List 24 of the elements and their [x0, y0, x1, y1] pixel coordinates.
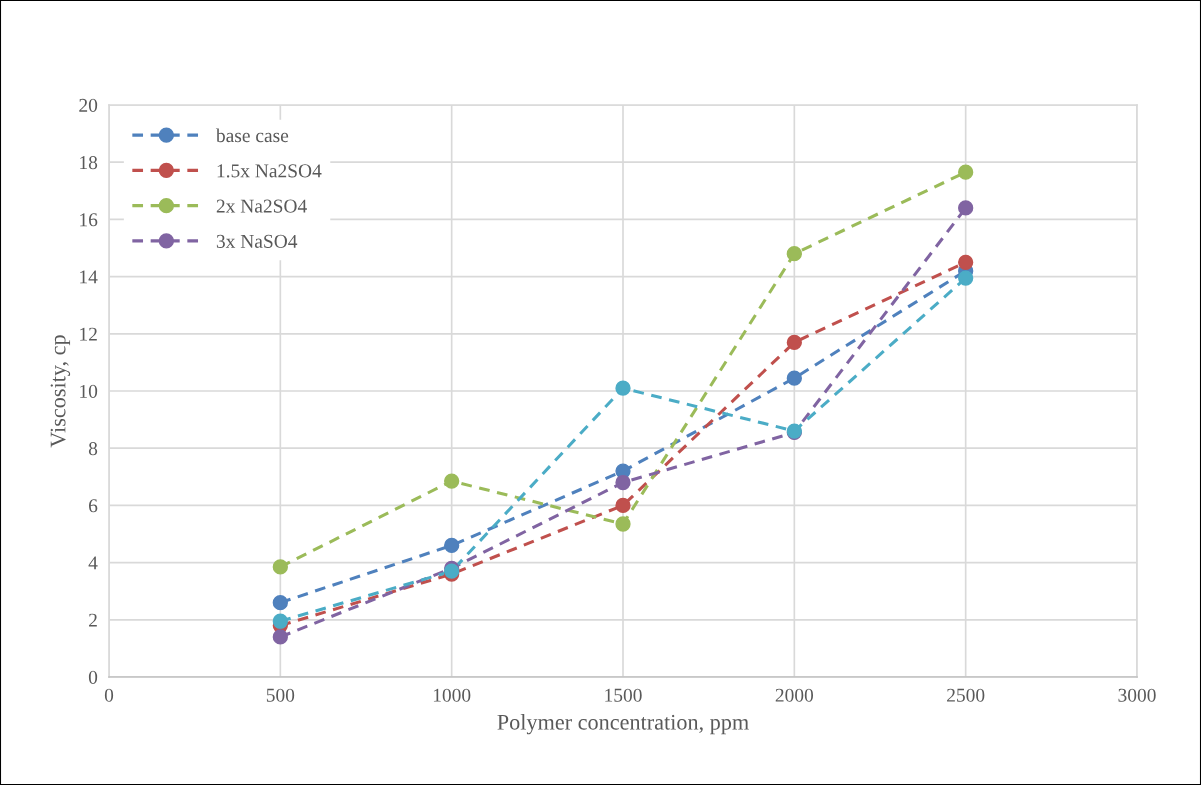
y-tick-label: 16	[80, 213, 98, 227]
legend-label: base case	[215, 128, 289, 143]
y-tick-label: 10	[80, 384, 98, 398]
y-tick-label: 12	[80, 327, 97, 341]
y-tick-label: 2	[89, 613, 97, 627]
y-tick-label: 4	[88, 556, 98, 570]
x-tick-label: 1000	[433, 688, 471, 702]
y-tick-label: 18	[80, 156, 98, 170]
x-tick-label: 500	[266, 688, 295, 702]
y-tick-label: 20	[79, 98, 98, 112]
y-tick-label: 6	[89, 499, 98, 513]
x-tick-label: 0	[104, 688, 114, 702]
y-axis-title: Viscosity, cp	[50, 335, 71, 448]
y-tick-label: 14	[80, 270, 98, 284]
legend-label: 2x Na2SO4	[216, 199, 307, 213]
y-tick-label: 8	[88, 442, 98, 456]
legend-label: 3x NaSO4	[216, 234, 298, 248]
x-tick-label: 2000	[775, 688, 814, 702]
x-tick-label: 2500	[947, 688, 985, 702]
y-tick-label: 0	[88, 670, 98, 684]
x-tick-label: 1500	[605, 688, 642, 702]
x-tick-label: 3000	[1118, 688, 1156, 702]
legend-label: 1.5x Na2SO4	[217, 164, 322, 178]
x-axis-title: Polymer concentration, ppm	[497, 714, 749, 735]
